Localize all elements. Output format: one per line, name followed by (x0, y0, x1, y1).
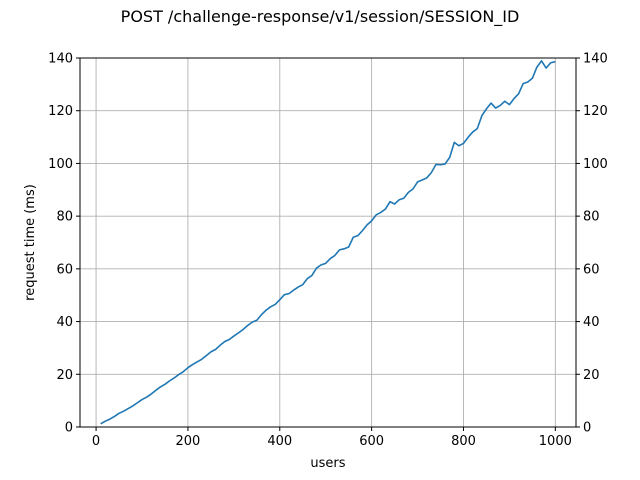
y-tick-label-right: 80 (583, 210, 600, 225)
chart-title: POST /challenge-response/v1/session/SESS… (121, 7, 520, 27)
y-tick-label-right: 120 (583, 104, 608, 119)
y-tick-label-right: 0 (583, 421, 591, 436)
x-axis-label: users (310, 456, 345, 471)
plot-frame (79, 57, 577, 428)
y-tick-label-left: 140 (48, 52, 73, 67)
y-tick-label-right: 20 (583, 368, 600, 383)
y-tick-label-left: 60 (56, 262, 73, 277)
series-line-request-time (100, 60, 556, 425)
y-axis-left-ticks: 0 20 40 60 80 100 120 140 (48, 52, 80, 436)
x-tick-label: 400 (267, 434, 292, 449)
y-tick-label-right: 100 (583, 157, 608, 172)
y-tick-label-right: 140 (583, 52, 608, 67)
y-tick-label-left: 100 (48, 157, 73, 172)
x-axis-ticks: 0 200 400 600 800 1000 (92, 427, 572, 449)
x-tick-label: 0 (92, 434, 100, 449)
y-tick-label-left: 80 (56, 210, 73, 225)
y-tick-label-left: 120 (48, 104, 73, 119)
grid-lines (80, 57, 576, 428)
y-tick-label-right: 40 (583, 315, 600, 330)
y-tick-label-right: 60 (583, 262, 600, 277)
x-tick-label: 200 (176, 434, 201, 449)
y-axis-right-ticks: 0 20 40 60 80 100 120 140 (576, 52, 608, 436)
y-tick-label-left: 0 (65, 421, 73, 436)
y-tick-label-left: 20 (56, 368, 73, 383)
x-tick-label: 1000 (539, 434, 572, 449)
x-tick-label: 800 (451, 434, 476, 449)
x-tick-label: 600 (359, 434, 384, 449)
y-tick-label-left: 40 (56, 315, 73, 330)
y-axis-label: request time (ms) (23, 184, 38, 301)
